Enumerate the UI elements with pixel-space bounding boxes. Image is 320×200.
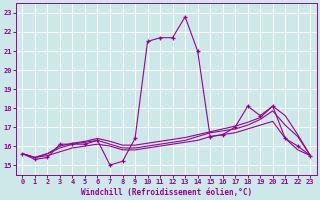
X-axis label: Windchill (Refroidissement éolien,°C): Windchill (Refroidissement éolien,°C) (81, 188, 252, 197)
